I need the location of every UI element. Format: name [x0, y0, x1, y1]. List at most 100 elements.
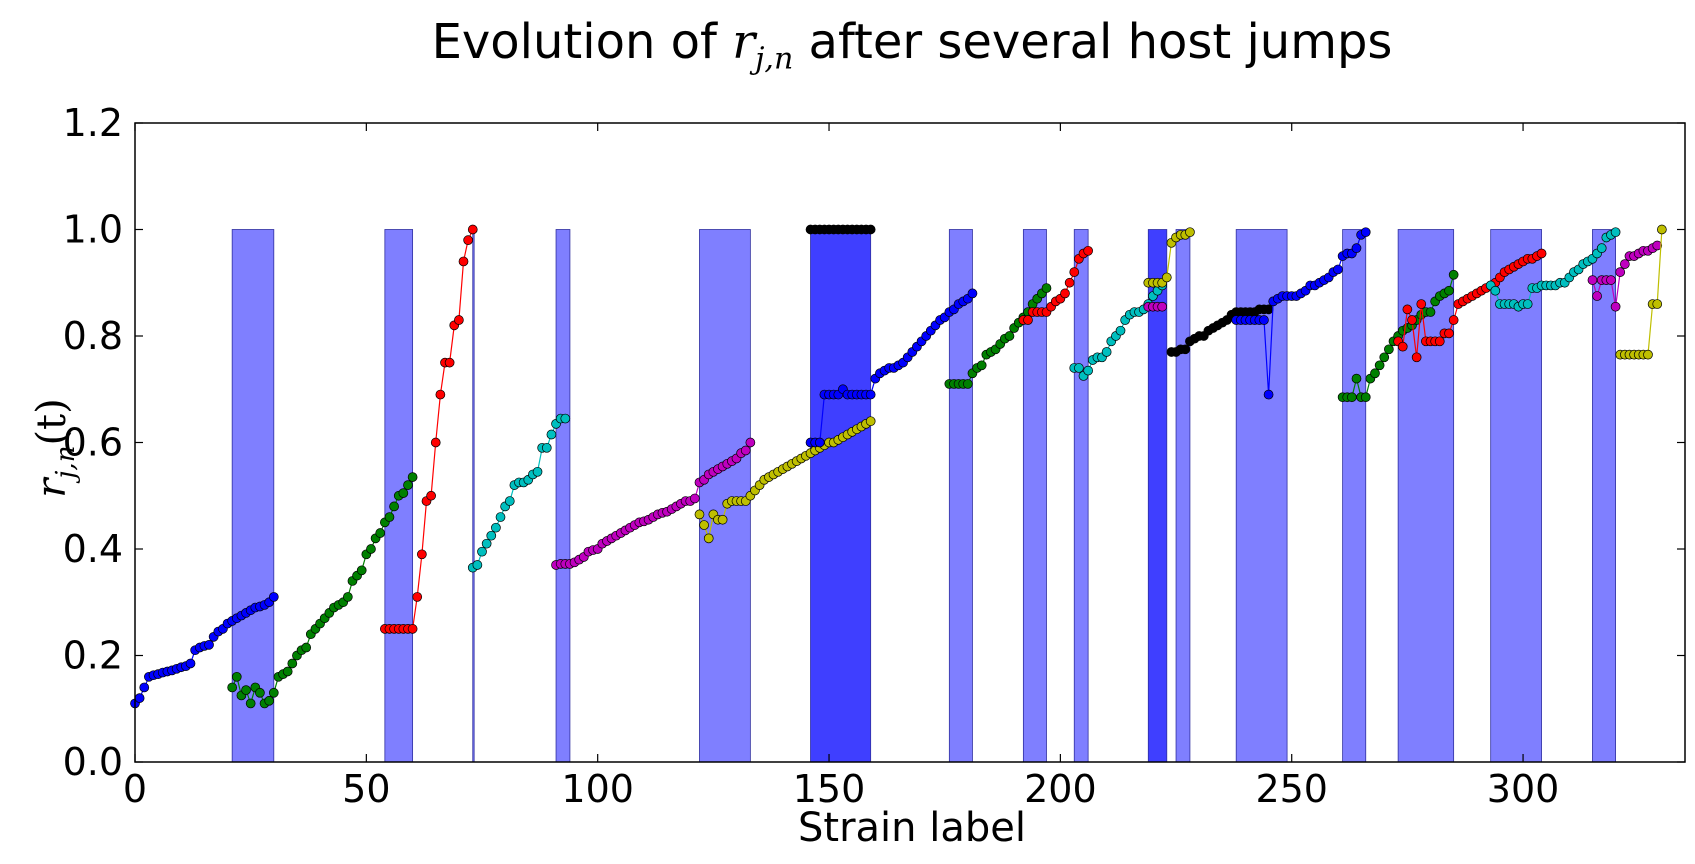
- data-point: [865, 416, 876, 427]
- data-point: [268, 687, 279, 698]
- data-point: [1587, 275, 1598, 285]
- data-point: [1060, 288, 1070, 299]
- data-point: [241, 685, 251, 695]
- data-point: [1263, 304, 1274, 315]
- data-point: [703, 533, 714, 544]
- data-point: [560, 413, 571, 424]
- data-point: [403, 480, 413, 490]
- data-point: [1384, 344, 1394, 355]
- data-point: [1259, 315, 1269, 325]
- data-point: [356, 565, 367, 576]
- data-point: [1083, 245, 1093, 256]
- data-point: [1351, 243, 1362, 253]
- data-point: [1333, 264, 1343, 275]
- data-point: [1115, 325, 1126, 336]
- data-point: [504, 496, 515, 506]
- data-point: [264, 695, 275, 706]
- data-point: [139, 682, 150, 693]
- data-point: [435, 389, 446, 400]
- data-point: [467, 224, 478, 235]
- data-point: [1425, 307, 1436, 317]
- data-point: [1379, 352, 1390, 363]
- data-point: [1083, 365, 1093, 376]
- data-point: [134, 693, 145, 703]
- y-tick-label: 1.0: [63, 208, 123, 252]
- data-point: [417, 549, 427, 560]
- shaded-regions: [231, 229, 1616, 763]
- data-point: [342, 592, 353, 602]
- series-green: [1337, 269, 1459, 403]
- data-point: [976, 360, 987, 371]
- data-point: [1180, 344, 1191, 355]
- series-magenta: [1587, 240, 1663, 312]
- data-point: [472, 560, 483, 570]
- data-point: [463, 235, 473, 245]
- data-series: [130, 224, 1667, 709]
- data-point: [282, 666, 293, 677]
- data-point: [1411, 352, 1422, 363]
- data-point: [1263, 389, 1274, 400]
- data-point: [255, 687, 265, 698]
- data-point: [1448, 269, 1459, 280]
- data-point: [1592, 291, 1602, 301]
- shaded-region: [699, 229, 751, 763]
- y-tick-label: 0.4: [63, 527, 123, 571]
- y-ticks: 0.0 0.2 0.4 0.6 0.8 1.0 1.2: [63, 101, 1685, 784]
- data-point: [481, 538, 492, 549]
- data-point: [1657, 224, 1667, 235]
- data-point: [384, 512, 395, 522]
- data-point: [1023, 315, 1033, 325]
- data-point: [495, 512, 506, 522]
- data-point: [1347, 392, 1357, 403]
- data-point: [231, 671, 242, 682]
- data-point: [486, 530, 497, 541]
- x-tick-label: 200: [1024, 767, 1097, 811]
- y-tick-label: 1.2: [63, 101, 123, 145]
- data-point: [1606, 275, 1616, 285]
- series-yellow: [1615, 224, 1667, 360]
- chart-title: Evolution of rj,n after several host jum…: [431, 14, 1393, 77]
- data-point: [454, 315, 464, 325]
- series-cyan: [467, 413, 571, 573]
- data-point: [375, 528, 386, 538]
- data-point: [477, 546, 487, 557]
- data-point: [699, 520, 709, 530]
- data-point: [1161, 272, 1172, 283]
- data-point: [1610, 227, 1621, 238]
- x-tick-label: 100: [561, 767, 634, 811]
- x-tick-label: 150: [793, 767, 866, 811]
- data-point: [1596, 243, 1607, 253]
- data-point: [389, 501, 399, 512]
- data-point: [740, 445, 751, 456]
- data-point: [185, 658, 196, 669]
- shaded-region: [472, 229, 475, 763]
- series-blue: [805, 288, 978, 448]
- data-point: [694, 509, 705, 520]
- data-point: [717, 514, 728, 525]
- data-point: [245, 698, 256, 709]
- data-point: [1041, 283, 1052, 293]
- data-point: [1444, 328, 1454, 339]
- series-black: [1166, 304, 1274, 357]
- data-point: [745, 437, 756, 448]
- series-magenta: [551, 437, 756, 570]
- shaded-region: [810, 229, 872, 763]
- data-point: [1536, 248, 1547, 259]
- x-tick-label: 250: [1255, 767, 1328, 811]
- shaded-region: [1397, 229, 1455, 763]
- shaded-region: [1073, 229, 1089, 763]
- data-point: [1610, 301, 1621, 312]
- data-point: [1360, 392, 1371, 403]
- series-red: [380, 224, 478, 634]
- series-red: [1393, 248, 1547, 363]
- data-point: [1370, 368, 1380, 379]
- shaded-region: [1175, 229, 1191, 763]
- data-point: [491, 522, 501, 533]
- data-point: [1101, 347, 1112, 357]
- y-tick-label: 0.6: [63, 421, 123, 465]
- y-axis-label: rj,n(t): [29, 398, 81, 498]
- data-point: [1351, 373, 1362, 384]
- x-tick-label: 50: [342, 767, 390, 811]
- shaded-region: [1342, 229, 1367, 763]
- data-point: [1004, 331, 1015, 341]
